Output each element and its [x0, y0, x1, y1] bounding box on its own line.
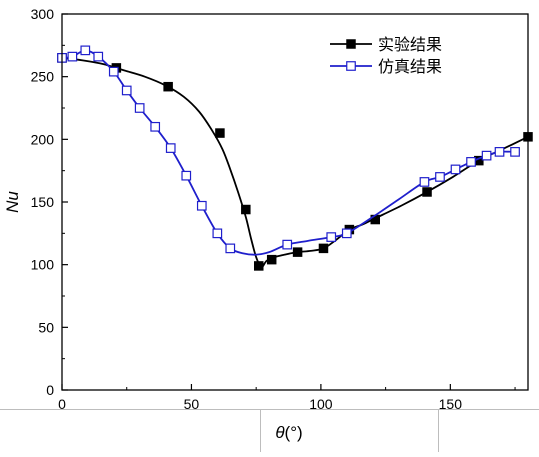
x-axis-label-symbol: θ: [275, 423, 285, 442]
data-point: [254, 261, 264, 271]
legend-marker: [346, 39, 356, 49]
data-point: [67, 51, 78, 62]
x-axis-label: θ(°): [275, 423, 302, 442]
data-point: [510, 147, 520, 157]
data-point: [481, 150, 492, 161]
series-2: [57, 45, 520, 256]
data-point: [80, 45, 91, 56]
bottom-frame-right-edge: [438, 409, 439, 452]
x-tick-label: 50: [184, 396, 200, 412]
y-tick-label: 50: [38, 319, 54, 335]
data-point: [196, 200, 207, 211]
data-point: [292, 247, 303, 257]
y-axis-label: Nu: [3, 191, 22, 213]
series-line: [61, 49, 516, 256]
bottom-frame-line: [0, 409, 539, 410]
data-point: [341, 228, 352, 239]
data-point: [326, 232, 337, 242]
data-point: [282, 239, 293, 250]
y-tick-label: 200: [31, 131, 55, 147]
legend-label: 实验结果: [378, 36, 442, 54]
y-tick-label: 0: [46, 382, 54, 398]
data-point: [212, 228, 223, 239]
x-tick-label: 150: [439, 396, 463, 412]
data-point: [225, 243, 236, 254]
x-axis-label-unit: (°): [285, 423, 303, 442]
data-point: [93, 51, 104, 62]
y-tick-label: 100: [31, 257, 55, 273]
series-layer: [57, 45, 533, 271]
data-point: [163, 81, 173, 92]
data-point: [266, 254, 277, 265]
data-point: [134, 103, 145, 113]
x-tick-label: 0: [58, 396, 66, 412]
data-point: [108, 66, 119, 77]
data-point: [165, 143, 176, 153]
y-tick-label: 250: [31, 69, 55, 85]
data-point: [121, 85, 132, 96]
data-point: [181, 170, 192, 181]
data-point: [419, 177, 430, 187]
data-point: [494, 147, 505, 157]
data-point: [241, 204, 251, 215]
data-point: [150, 121, 161, 132]
data-point: [466, 157, 476, 167]
data-point: [422, 187, 432, 197]
axis-layer: 0 50 100 150 200 250 300 0 50 100 150: [31, 6, 516, 412]
data-point: [318, 243, 329, 254]
legend-label: 仿真结果: [378, 58, 442, 76]
series-line: [61, 56, 529, 269]
y-tick-label: 150: [31, 194, 55, 210]
y-tick-label: 300: [31, 6, 55, 22]
x-tick-label: 100: [309, 396, 333, 412]
data-point: [215, 128, 225, 138]
bottom-frame-left-edge: [260, 409, 261, 452]
plot-frame: [61, 13, 529, 391]
legend-marker: [346, 61, 356, 71]
data-point: [450, 164, 461, 175]
data-point: [435, 172, 445, 182]
